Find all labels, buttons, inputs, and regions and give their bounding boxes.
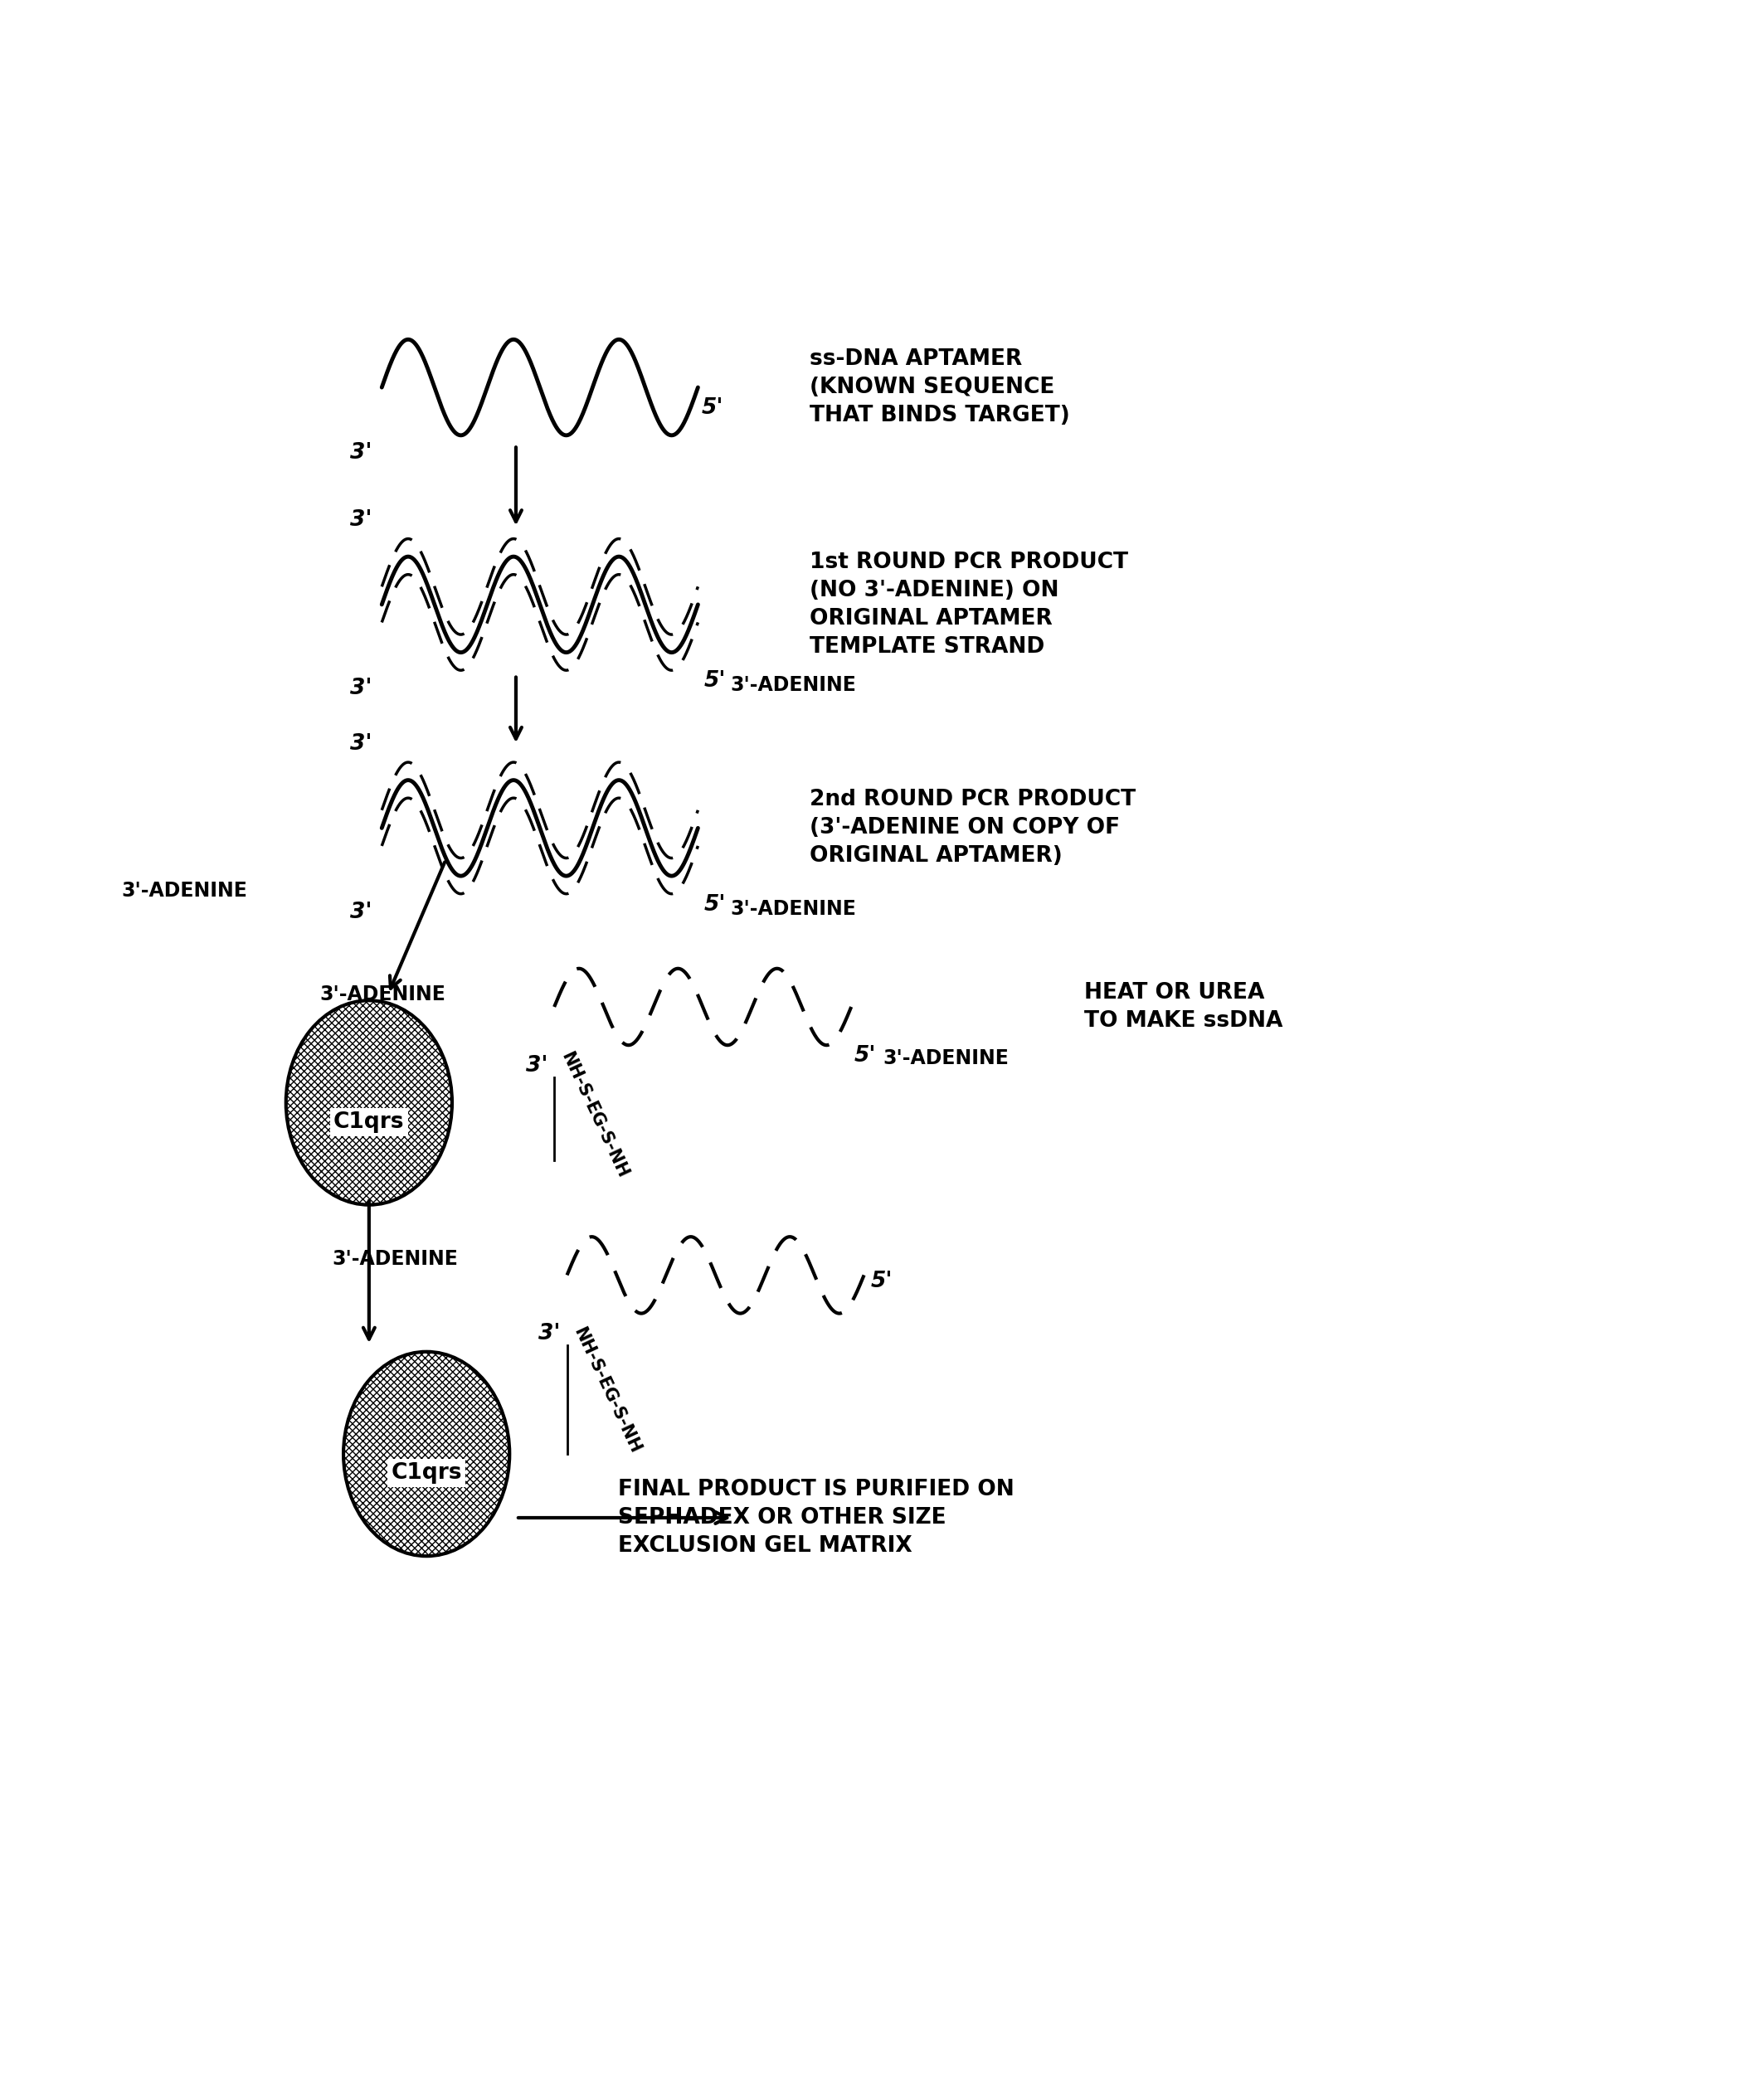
Text: NH-S-EG-S-NH: NH-S-EG-S-NH [570, 1325, 643, 1455]
Text: 5': 5' [855, 1046, 876, 1067]
Ellipse shape [286, 1000, 453, 1205]
Text: FINAL PRODUCT IS PURIFIED ON
SEPHADEX OR OTHER SIZE
EXCLUSION GEL MATRIX: FINAL PRODUCT IS PURIFIED ON SEPHADEX OR… [618, 1478, 1014, 1556]
Text: HEAT OR UREA
TO MAKE ssDNA: HEAT OR UREA TO MAKE ssDNA [1084, 983, 1282, 1031]
Text: 5': 5' [871, 1270, 892, 1292]
Text: 3'-ADENINE: 3'-ADENINE [333, 1250, 458, 1268]
Text: NH-S-EG-S-NH: NH-S-EG-S-NH [557, 1050, 631, 1180]
Text: 3'-ADENINE: 3'-ADENINE [122, 880, 247, 901]
Text: 3'-ADENINE: 3'-ADENINE [730, 676, 855, 695]
Text: C1qrs: C1qrs [333, 1111, 404, 1132]
Text: 3': 3' [350, 733, 373, 754]
Text: ss-DNA APTAMER
(KNOWN SEQUENCE
THAT BINDS TARGET): ss-DNA APTAMER (KNOWN SEQUENCE THAT BIND… [810, 349, 1070, 426]
Text: 3': 3' [350, 901, 373, 924]
Text: 3': 3' [538, 1323, 561, 1344]
Text: 1st ROUND PCR PRODUCT
(NO 3'-ADENINE) ON
ORIGINAL APTAMER
TEMPLATE STRAND: 1st ROUND PCR PRODUCT (NO 3'-ADENINE) ON… [810, 552, 1129, 657]
Text: 3': 3' [350, 441, 373, 464]
Text: 5': 5' [704, 895, 726, 916]
Text: 3': 3' [350, 510, 373, 531]
Text: 3'-ADENINE: 3'-ADENINE [730, 899, 855, 920]
Text: 5': 5' [700, 397, 723, 418]
Text: 3'-ADENINE: 3'-ADENINE [321, 985, 446, 1004]
Text: 3'-ADENINE: 3'-ADENINE [883, 1048, 1009, 1069]
Text: 2nd ROUND PCR PRODUCT
(3'-ADENINE ON COPY OF
ORIGINAL APTAMER): 2nd ROUND PCR PRODUCT (3'-ADENINE ON COP… [810, 790, 1136, 867]
Text: 3': 3' [350, 678, 373, 699]
Ellipse shape [343, 1352, 509, 1556]
Text: 5': 5' [704, 670, 726, 691]
Text: C1qrs: C1qrs [390, 1462, 462, 1485]
Text: 3': 3' [526, 1054, 547, 1077]
